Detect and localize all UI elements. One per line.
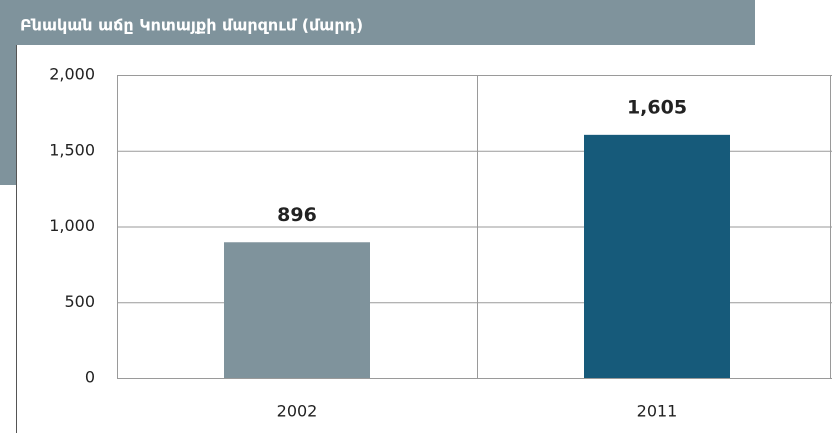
y-tick-label: 500 <box>64 292 95 311</box>
y-tick-label: 1,500 <box>49 140 95 159</box>
value-label: 896 <box>277 204 317 226</box>
y-tick-label: 1,000 <box>49 216 95 235</box>
x-tick-label: 2002 <box>277 402 318 421</box>
x-tick-label: 2011 <box>637 402 678 421</box>
y-tick-label: 2,000 <box>49 65 95 84</box>
bar <box>584 134 730 378</box>
side-band <box>0 45 16 185</box>
value-label: 1,605 <box>627 96 687 118</box>
bar <box>224 242 370 378</box>
title-band <box>0 0 755 45</box>
chart-title: Բնական աճը Կոտայքի մարզում (մարդ) <box>20 16 363 35</box>
y-tick-label: 0 <box>85 368 95 387</box>
